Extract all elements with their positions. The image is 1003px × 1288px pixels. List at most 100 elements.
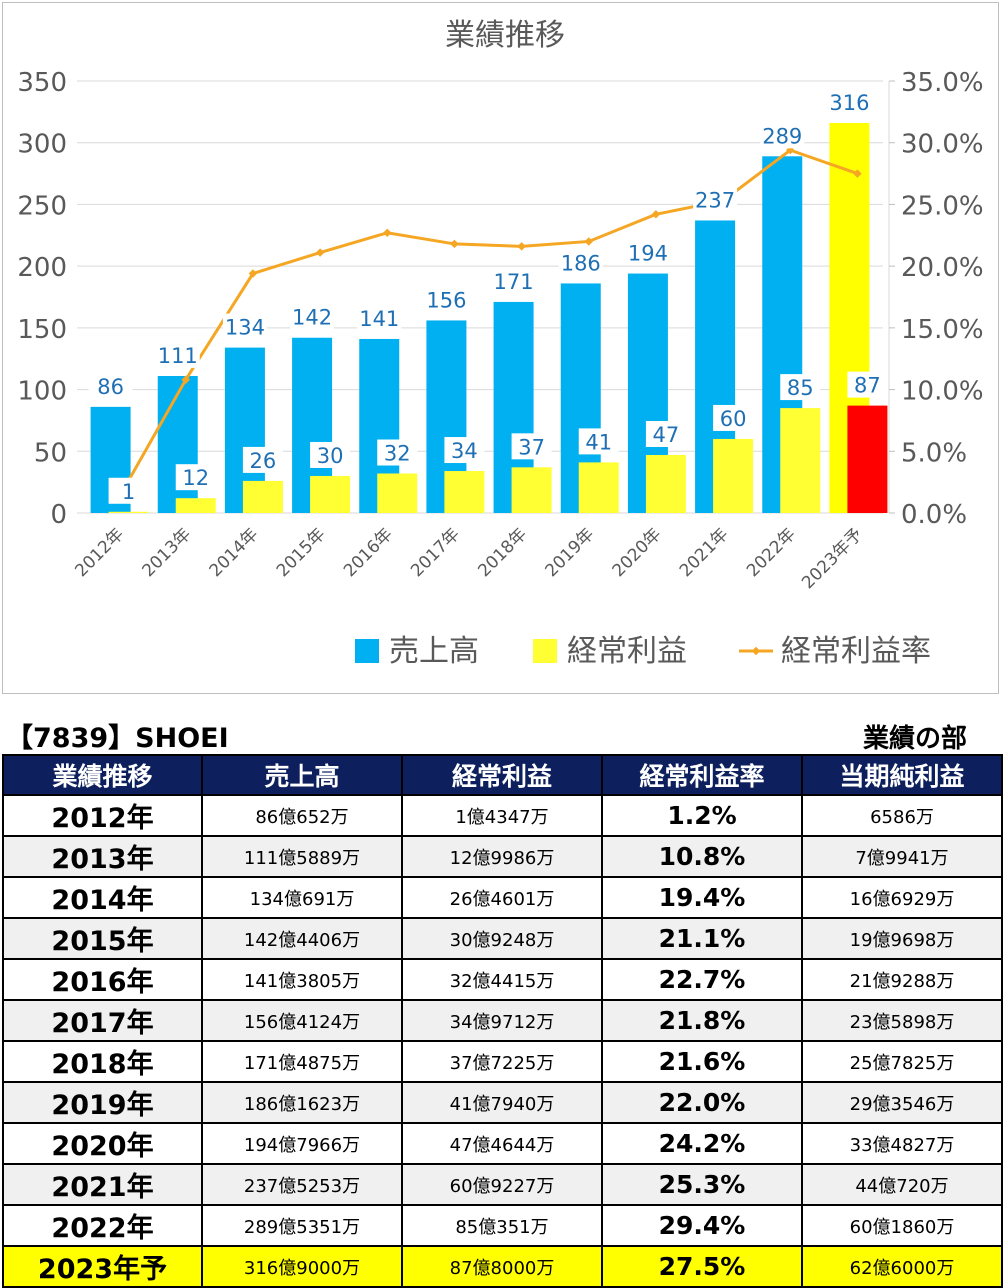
cell-sales: 111億5889万 [201, 835, 403, 878]
cell-ordinary-margin: 10.8% [601, 835, 803, 878]
ordinary-profit-label-bg [780, 374, 821, 401]
left-axis-tick-label: 0 [50, 500, 67, 530]
cell-ordinary-margin: 22.0% [601, 1081, 803, 1124]
cell-year: 2020年 [2, 1122, 203, 1165]
ordinary-margin-point [248, 269, 258, 278]
cell-ordinary-margin: 24.2% [601, 1122, 803, 1165]
cell-ordinary-margin: 1.2% [601, 794, 803, 837]
cell-ordinary-margin: 27.5% [601, 1245, 803, 1288]
cell-ordinary-margin: 21.1% [601, 917, 803, 960]
cell-sales: 171億4875万 [201, 1040, 403, 1083]
left-axis-tick-label: 250 [17, 191, 67, 221]
ordinary-profit-bar [377, 473, 418, 513]
legend-swatch-sales [355, 639, 379, 663]
ordinary-margin-point [450, 239, 459, 249]
ordinary-margin-point [584, 237, 593, 246]
sales-data-label: 156 [426, 288, 466, 312]
cell-year: 2013年 [2, 835, 203, 878]
ordinary-profit-bar [444, 471, 485, 513]
left-axis-tick-label: 50 [34, 438, 67, 468]
sales-label-bg [625, 239, 670, 266]
ordinary-profit-label-bg [645, 420, 686, 447]
ordinary-profit-data-label: 32 [384, 442, 411, 466]
ordinary-profit-bar [108, 511, 149, 513]
cell-net-income: 25億7825万 [801, 1040, 1003, 1083]
ordinary-profit-data-label: 41 [585, 430, 612, 454]
sales-label-bg [222, 313, 267, 340]
sales-data-label: 142 [292, 306, 332, 330]
cell-net-income: 23億5898万 [801, 999, 1003, 1042]
legend-label-ordinary-margin: 経常利益率 [781, 634, 931, 669]
right-axis-tick-label: 20.0% [901, 253, 984, 283]
chart-panel: 業績推移 0 0.0% 50 5.0% 100 10.0% 150 15.0% 200 20.0% 2… [2, 2, 999, 694]
category-label: 2015年 [273, 524, 330, 581]
chart-title: 業績推移 [445, 18, 565, 53]
cell-ordinary-profit: 30億9248万 [401, 917, 603, 960]
ordinary-profit-bar [847, 405, 888, 513]
cell-net-income: 6586万 [801, 794, 1003, 837]
sales-label-bg [88, 372, 133, 399]
table-row: 2016年 141億3805万 32億4415万 22.7% 21億9288万 [2, 958, 1003, 1001]
ordinary-profit-label-bg [108, 477, 149, 504]
ordinary-profit-data-label: 26 [250, 449, 277, 473]
table-row: 2017年 156億4124万 34億9712万 21.8% 23億5898万 [2, 999, 1003, 1042]
ordinary-profit-bar [511, 467, 552, 513]
sales-label-bg [693, 186, 738, 213]
ordinary-margin-point [383, 228, 392, 238]
cell-sales: 289億5351万 [201, 1204, 403, 1247]
ordinary-profit-data-label: 30 [317, 444, 344, 468]
cell-year: 2021年 [2, 1163, 203, 1206]
cell-ordinary-profit: 32億4415万 [401, 958, 603, 1001]
sales-label-bg [827, 88, 872, 115]
cell-year: 2019年 [2, 1081, 203, 1124]
sales-data-label: 186 [561, 251, 601, 275]
ordinary-profit-label-bg [847, 371, 888, 398]
cell-ordinary-profit: 1億4347万 [401, 794, 603, 837]
cell-ordinary-margin: 21.8% [601, 999, 803, 1042]
category-label: 2019年 [542, 524, 599, 581]
ordinary-margin-point [181, 375, 190, 384]
left-axis-tick-label: 150 [17, 315, 67, 345]
table-row: 2013年 111億5889万 12億9986万 10.8% 7億9941万 [2, 835, 1003, 878]
category-label: 2021年 [676, 524, 733, 581]
ordinary-profit-label-bg [310, 441, 351, 468]
cell-year: 2017年 [2, 999, 203, 1042]
ordinary-profit-label-bg [511, 433, 552, 460]
ordinary-profit-bar [645, 454, 686, 513]
category-label: 2014年 [206, 524, 263, 581]
right-axis-tick-label: 0.0% [901, 500, 967, 530]
category-label: 2017年 [407, 524, 464, 581]
table-row: 2022年 289億5351万 85億351万 29.4% 60億1860万 [2, 1204, 1003, 1247]
ordinary-profit-bar [713, 438, 754, 513]
sales-label-bg [558, 249, 603, 276]
ordinary-margin-point [517, 242, 526, 251]
sales-data-label: 289 [762, 124, 802, 148]
cell-year: 2012年 [2, 794, 203, 837]
right-axis-tick-label: 30.0% [901, 130, 984, 160]
table-row: 2018年 171億4875万 37億7225万 21.6% 25億7825万 [2, 1040, 1003, 1083]
cell-net-income: 44億720万 [801, 1163, 1003, 1206]
left-axis-tick-label: 300 [17, 130, 67, 160]
cell-year: 2014年 [2, 876, 203, 919]
sales-label-bg [424, 286, 469, 313]
cell-ordinary-profit: 41億7940万 [401, 1081, 603, 1124]
right-axis-tick-label: 15.0% [901, 315, 984, 345]
ordinary-margin-point [315, 248, 325, 257]
column-header-sales: 売上高 [201, 754, 403, 796]
column-header-period: 業績推移 [2, 754, 203, 796]
ordinary-profit-data-label: 37 [518, 435, 545, 459]
ordinary-profit-data-label: 60 [720, 407, 747, 431]
category-label: 2020年 [609, 524, 666, 581]
cell-year: 2023年予 [2, 1245, 203, 1288]
cell-year: 2015年 [2, 917, 203, 960]
legend-marker-ordinary-margin [751, 646, 761, 656]
cell-ordinary-profit: 60億9227万 [401, 1163, 603, 1206]
cell-net-income: 19億9698万 [801, 917, 1003, 960]
cell-year: 2022年 [2, 1204, 203, 1247]
ordinary-profit-label-bg [175, 464, 216, 491]
sales-data-label: 237 [695, 188, 735, 212]
cell-net-income: 16億6929万 [801, 876, 1003, 919]
category-label: 2018年 [474, 524, 531, 581]
ordinary-profit-label-bg [444, 437, 485, 464]
cell-net-income: 60億1860万 [801, 1204, 1003, 1247]
